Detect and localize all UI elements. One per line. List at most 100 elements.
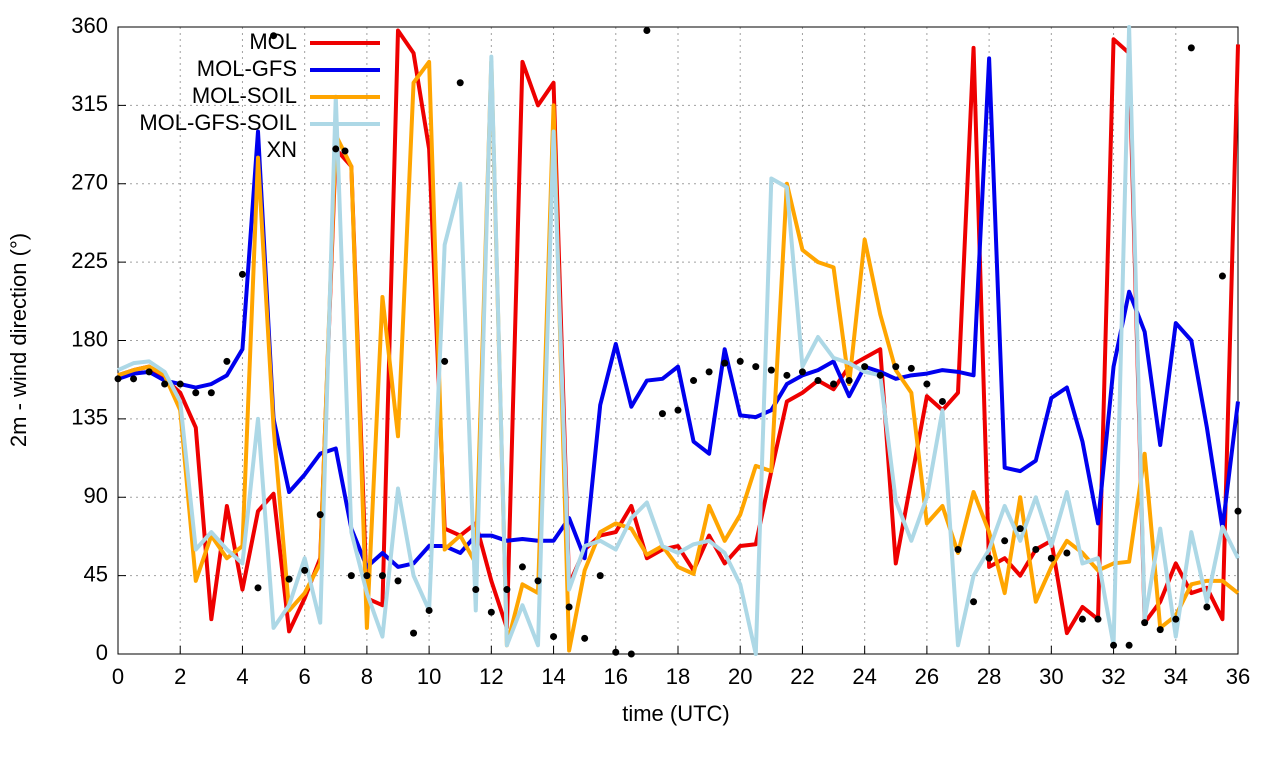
x-tick-label: 2: [174, 664, 186, 689]
data-point: [410, 629, 418, 637]
data-point: [534, 577, 542, 585]
data-point: [985, 554, 993, 562]
y-tick-label: 135: [71, 405, 108, 430]
data-point: [612, 648, 620, 656]
data-point: [1094, 615, 1102, 623]
legend-label: MOL-GFS: [197, 56, 297, 81]
y-tick-label: 315: [71, 91, 108, 116]
data-point: [472, 586, 480, 594]
y-tick-label: 225: [71, 248, 108, 273]
data-point: [736, 357, 744, 365]
data-point: [176, 380, 184, 388]
data-point: [1218, 272, 1226, 280]
legend-swatch: [341, 147, 349, 155]
data-point: [441, 357, 449, 365]
x-axis-label: time (UTC): [622, 701, 730, 726]
data-point: [207, 389, 215, 397]
x-tick-label: 30: [1039, 664, 1063, 689]
plot-frame: [117, 26, 1239, 655]
x-tick-label: 36: [1226, 664, 1250, 689]
data-point: [394, 577, 402, 585]
x-tick-label: 34: [1164, 664, 1188, 689]
data-point: [1047, 554, 1055, 562]
data-point: [954, 546, 962, 553]
data-point: [347, 572, 355, 580]
data-point: [627, 650, 635, 658]
data-point: [1125, 641, 1133, 649]
legend-label: MOL-SOIL: [192, 83, 297, 108]
data-point: [907, 364, 915, 372]
y-tick-label: 90: [84, 483, 108, 508]
data-point: [596, 572, 604, 580]
data-point: [114, 375, 122, 383]
data-point: [503, 586, 511, 594]
data-point: [130, 375, 138, 383]
data-point: [1078, 615, 1086, 623]
data-point: [1203, 603, 1211, 611]
y-axis-label: 2m - wind direction (°): [6, 233, 31, 447]
data-point: [425, 606, 433, 614]
x-tick-label: 28: [977, 664, 1001, 689]
data-point: [814, 377, 822, 385]
data-point: [876, 371, 884, 379]
data-point: [145, 368, 153, 376]
x-tick-label: 22: [790, 664, 814, 689]
x-tick-label: 32: [1101, 664, 1125, 689]
data-point: [845, 377, 853, 385]
data-point: [830, 380, 838, 388]
data-point: [721, 359, 729, 367]
x-tick-label: 8: [361, 664, 373, 689]
series-line: [117, 59, 1240, 653]
legend-label: MOL-GFS-SOIL: [139, 110, 297, 135]
x-tick-label: 4: [236, 664, 248, 689]
x-tick-label: 18: [666, 664, 690, 689]
data-point: [1032, 546, 1040, 553]
data-point: [938, 397, 946, 405]
data-point: [270, 32, 278, 40]
x-tick-label: 16: [604, 664, 628, 689]
data-point: [378, 572, 386, 580]
data-point: [892, 363, 900, 371]
data-point: [705, 368, 713, 376]
data-point: [285, 575, 293, 583]
x-tick-label: 12: [479, 664, 503, 689]
data-point: [1063, 549, 1071, 557]
data-point: [690, 377, 698, 385]
data-point: [783, 371, 791, 379]
data-point: [238, 270, 246, 278]
data-point: [1001, 537, 1009, 545]
data-point: [1016, 525, 1024, 533]
data-point: [518, 563, 526, 571]
data-point: [581, 634, 589, 642]
series-line: [117, 25, 1240, 656]
x-tick-label: 24: [852, 664, 876, 689]
data-point: [767, 366, 775, 374]
x-tick-label: 26: [915, 664, 939, 689]
data-point: [674, 406, 682, 414]
x-tick-label: 0: [112, 664, 124, 689]
y-tick-label: 0: [96, 640, 108, 665]
x-tick-label: 14: [541, 664, 565, 689]
data-point: [456, 79, 464, 87]
data-point: [301, 566, 309, 574]
data-point: [161, 380, 169, 388]
data-point: [1156, 626, 1164, 634]
data-point: [550, 633, 558, 641]
legend-label: XN: [266, 137, 297, 162]
data-point: [363, 572, 371, 580]
x-tick-label: 6: [299, 664, 311, 689]
data-point: [1234, 507, 1242, 515]
data-point: [861, 363, 869, 371]
y-tick-label: 180: [71, 326, 108, 351]
data-point: [1172, 615, 1180, 623]
data-point: [798, 368, 806, 376]
data-point: [923, 380, 931, 388]
data-point: [565, 603, 573, 611]
data-point: [1187, 44, 1195, 52]
y-tick-label: 270: [71, 170, 108, 195]
y-tick-label: 360: [71, 13, 108, 38]
data-point: [1141, 619, 1149, 627]
data-point: [1110, 641, 1118, 649]
